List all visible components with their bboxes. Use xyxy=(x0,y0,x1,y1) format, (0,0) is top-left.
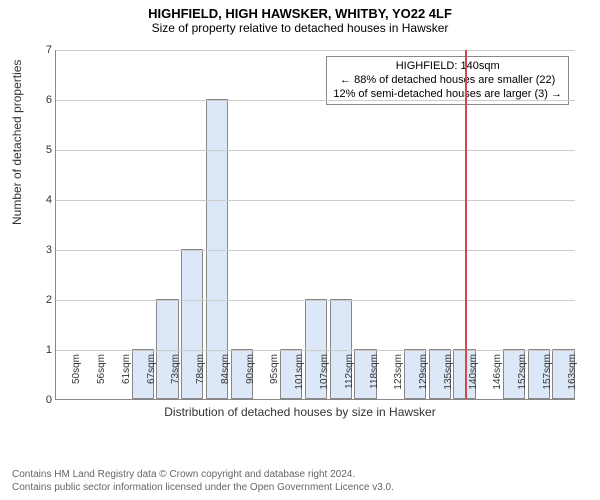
x-tick: 129sqm xyxy=(418,354,429,404)
footer-line2: Contains public sector information licen… xyxy=(12,482,394,495)
annotation-line1: HIGHFIELD: 140sqm xyxy=(333,60,562,74)
y-tick: 3 xyxy=(38,244,52,256)
x-tick: 56sqm xyxy=(96,354,107,404)
chart-title: HIGHFIELD, HIGH HAWSKER, WHITBY, YO22 4L… xyxy=(0,6,600,21)
gridline xyxy=(56,300,575,301)
x-tick: 67sqm xyxy=(146,354,157,404)
x-tick: 157sqm xyxy=(542,354,553,404)
x-tick: 73sqm xyxy=(170,354,181,404)
annotation-box: HIGHFIELD: 140sqm ← 88% of detached hous… xyxy=(326,56,569,105)
x-tick: 152sqm xyxy=(517,354,528,404)
gridline xyxy=(56,350,575,351)
x-tick: 50sqm xyxy=(71,354,82,404)
y-tick: 4 xyxy=(38,194,52,206)
plot-area: HIGHFIELD: 140sqm ← 88% of detached hous… xyxy=(55,50,575,400)
x-tick: 78sqm xyxy=(195,354,206,404)
x-tick: 135sqm xyxy=(443,354,454,404)
annotation-line2: ← 88% of detached houses are smaller (22… xyxy=(333,74,562,88)
x-tick: 146sqm xyxy=(492,354,503,404)
gridline xyxy=(56,200,575,201)
gridline xyxy=(56,250,575,251)
y-tick: 2 xyxy=(38,294,52,306)
x-tick: 95sqm xyxy=(269,354,280,404)
marker-line xyxy=(465,50,467,399)
y-tick: 6 xyxy=(38,94,52,106)
chart-title-block: HIGHFIELD, HIGH HAWSKER, WHITBY, YO22 4L… xyxy=(0,6,600,35)
chart-subtitle: Size of property relative to detached ho… xyxy=(0,21,600,35)
footer-line1: Contains HM Land Registry data © Crown c… xyxy=(12,469,394,482)
y-tick: 5 xyxy=(38,144,52,156)
x-tick: 61sqm xyxy=(121,354,132,404)
footer: Contains HM Land Registry data © Crown c… xyxy=(12,469,394,494)
x-axis-label: Distribution of detached houses by size … xyxy=(0,405,600,419)
x-tick: 123sqm xyxy=(393,354,404,404)
gridline xyxy=(56,150,575,151)
x-tick: 90sqm xyxy=(245,354,256,404)
x-tick: 101sqm xyxy=(294,354,305,404)
x-tick: 118sqm xyxy=(369,354,380,404)
gridline xyxy=(56,100,575,101)
x-tick: 112sqm xyxy=(344,354,355,404)
y-axis-label: Number of detached properties xyxy=(10,60,24,225)
x-tick: 140sqm xyxy=(468,354,479,404)
x-tick: 107sqm xyxy=(319,354,330,404)
x-tick: 163sqm xyxy=(567,354,578,404)
y-tick: 1 xyxy=(38,344,52,356)
x-tick: 84sqm xyxy=(220,354,231,404)
y-tick: 7 xyxy=(38,44,52,56)
gridline xyxy=(56,50,575,51)
